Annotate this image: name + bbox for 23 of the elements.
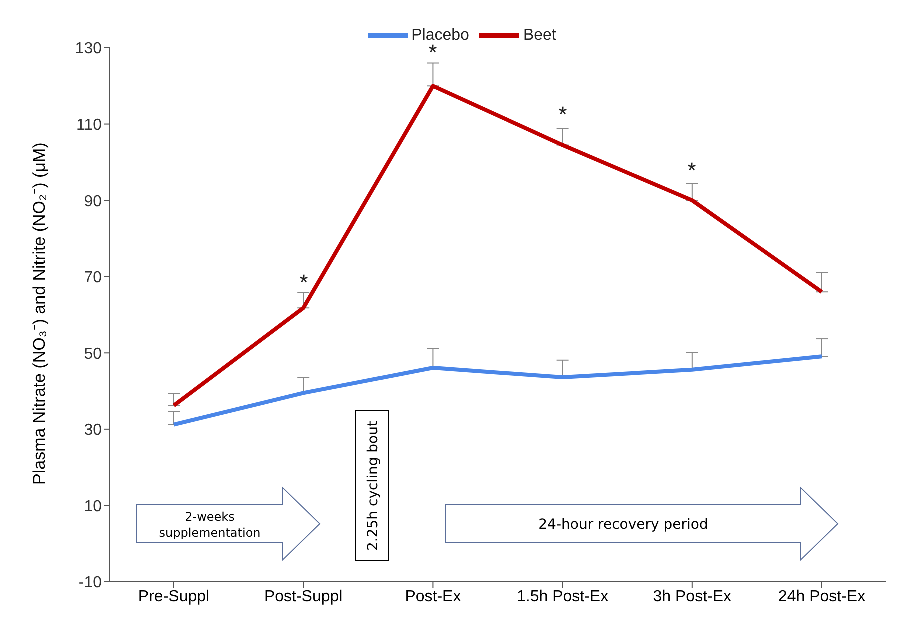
y-tick-label: 50 — [84, 346, 102, 363]
y-axis-title: Plasma Nitrate (NO₃⁻) and Nitrite (NO₂⁻) (μM) — [30, 142, 50, 485]
y-tick-label: 70 — [84, 270, 102, 287]
x-tick-label: 1.5h Post-Ex — [516, 588, 609, 606]
annotation: 2.25h cycling bout — [366, 420, 382, 551]
y-tick-label: -10 — [78, 574, 102, 592]
x-tick-label: Post-Ex — [405, 588, 462, 606]
x-tick-label: Post-Suppl — [264, 588, 343, 606]
y-tick-label: 110 — [76, 116, 102, 134]
y-tick-label: 30 — [84, 422, 102, 440]
annotation: * — [300, 270, 309, 295]
y-tick-label: 130 — [75, 40, 102, 58]
annotation: * — [558, 102, 568, 127]
annotation: 2-weeks supplementation — [159, 510, 261, 540]
annotation: * — [688, 158, 697, 183]
line-series — [172, 84, 824, 408]
x-tick-label: 24h Post-Ex — [778, 588, 866, 606]
y-tick-label: 90 — [84, 193, 102, 210]
legend-label: Beet — [523, 27, 556, 44]
annotation: 24-hour recovery period — [538, 517, 708, 533]
y-tick-label: 10 — [84, 498, 102, 516]
x-tick-label: Pre-Suppl — [138, 588, 210, 606]
x-tick-label: 3h Post-Ex — [653, 588, 732, 606]
